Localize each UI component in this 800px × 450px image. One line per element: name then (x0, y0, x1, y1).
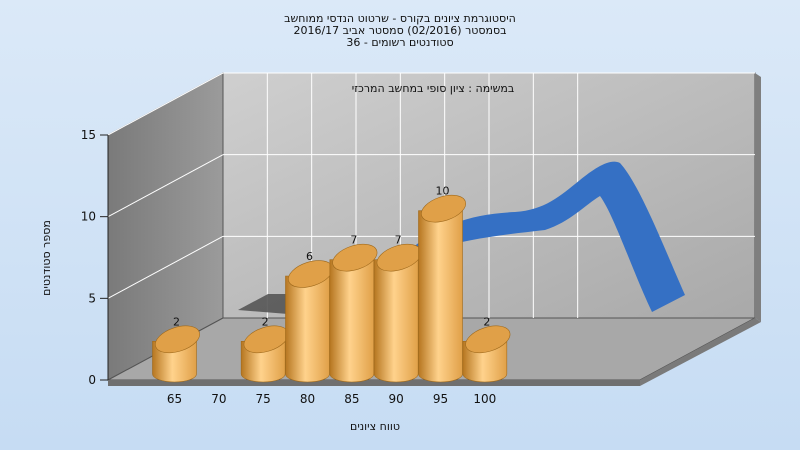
x-tick-label-0: 65 (167, 392, 182, 406)
gridline-left-2 (107, 154, 224, 218)
floor-side-edge (640, 318, 761, 386)
x-axis-title: טווח ציונים (350, 420, 400, 433)
bar-value-label-4: 7 (395, 234, 402, 247)
bar-value-label-3: 7 (350, 234, 357, 247)
y-tick-label-2: 10 (81, 210, 96, 224)
x-tick-label-6: 95 (433, 392, 448, 406)
chart-annotation: במשימה : ציון סופי במחשב המרכזי (352, 82, 515, 95)
bar-body-4 (373, 259, 419, 383)
floor-edge (108, 380, 640, 386)
bar-body-5 (418, 210, 463, 383)
bar-0 (152, 325, 200, 383)
back-wall-edge (755, 73, 761, 322)
chart-title-line-2: סטודנטים רשומים - 36 (346, 36, 453, 49)
bar-body-3 (329, 259, 375, 383)
y-tick-label-3: 15 (81, 128, 96, 142)
bar-top-6 (465, 325, 511, 354)
y-tick-label-0: 0 (88, 373, 96, 387)
bar-value-label-1: 2 (262, 315, 269, 328)
bar-6 (462, 325, 511, 383)
x-tick-label-4: 85 (344, 392, 359, 406)
x-tick-label-7: 100 (473, 392, 496, 406)
bar-4 (373, 243, 422, 383)
bar-1 (240, 325, 289, 383)
gridline-left-1 (107, 235, 224, 299)
bar-body-2 (285, 275, 330, 383)
trend-curve (398, 161, 685, 312)
x-tick-label-5: 90 (389, 392, 404, 406)
bar-value-label-6: 2 (483, 315, 490, 328)
gridline-left-3 (107, 72, 224, 136)
bar-top-3 (332, 243, 378, 272)
bar-value-label-5: 10 (436, 185, 450, 198)
chart-title-line-0: היסטוגרמת ציונים בקורס - שרטוט הנדסי ממו… (284, 12, 516, 25)
bar-value-label-0: 2 (173, 315, 180, 328)
chart-title-line-1: בסמסטר (02/2016) סמסטר אביב 2016/17 (293, 24, 506, 37)
bar-3 (329, 243, 378, 383)
x-tick-label-2: 75 (256, 392, 271, 406)
bar-top-0 (155, 325, 200, 354)
y-axis-title: מספר סטודנטים (40, 220, 53, 296)
bar-5 (418, 194, 466, 383)
y-tick-label-1: 5 (88, 291, 96, 305)
x-tick-label-1: 70 (211, 392, 226, 406)
bar-top-5 (421, 194, 466, 223)
bar-value-label-2: 6 (306, 250, 313, 263)
bar-2 (285, 260, 333, 383)
x-tick-label-3: 80 (300, 392, 315, 406)
